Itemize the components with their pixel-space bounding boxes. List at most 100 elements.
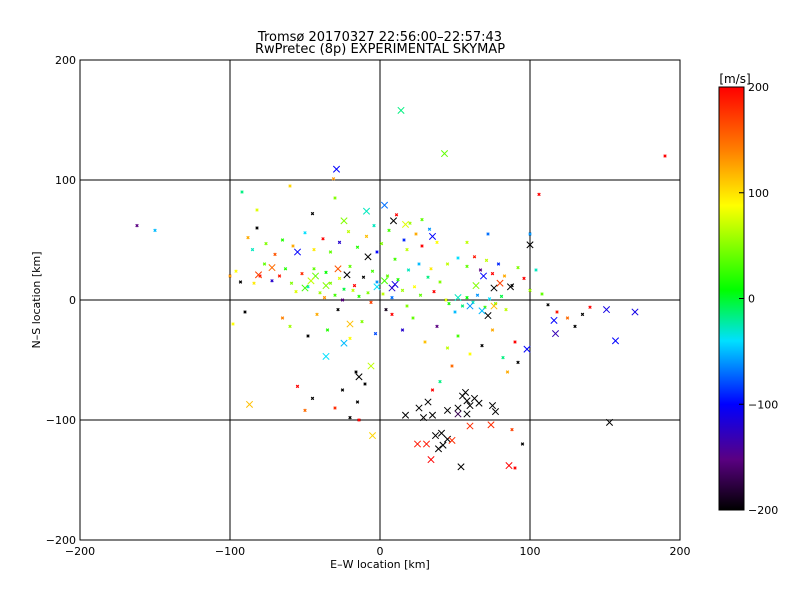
data-point-small — [270, 279, 274, 283]
data-point-large — [343, 271, 351, 279]
data-point-small — [328, 281, 333, 285]
data-point-large — [466, 422, 474, 430]
x-tick-label: 100 — [520, 545, 541, 558]
data-point-small — [520, 442, 525, 446]
data-point-small — [453, 310, 457, 314]
data-point-small — [528, 232, 532, 236]
data-point-small — [252, 281, 256, 285]
data-point-large — [362, 207, 371, 215]
axis-ticks: −200 −100 0 100 200 −200 −100 0 100 200 — [46, 54, 691, 558]
data-point-small — [400, 328, 405, 332]
data-point-small — [516, 265, 520, 270]
data-point-large — [401, 220, 410, 228]
data-point-small — [351, 288, 355, 293]
data-point-small — [348, 264, 352, 269]
data-point-small — [573, 324, 577, 329]
data-point-small — [306, 334, 310, 338]
data-point-small — [417, 262, 421, 266]
data-point-large — [431, 432, 440, 440]
data-point-small — [312, 267, 316, 271]
data-point-large — [434, 445, 443, 453]
data-point-small — [321, 237, 325, 241]
colorbar-tick-label: 0 — [748, 293, 755, 306]
data-point-large — [268, 264, 276, 272]
x-tick-label: −200 — [65, 545, 95, 558]
data-point-large — [293, 248, 302, 256]
data-point-small — [465, 240, 469, 245]
data-point-large — [523, 345, 531, 353]
data-point-large — [322, 282, 330, 290]
data-point-small — [406, 268, 411, 272]
data-point-small — [444, 298, 448, 302]
data-point-large — [472, 282, 480, 290]
data-point-small — [472, 255, 477, 259]
data-points — [135, 106, 667, 471]
data-point-small — [381, 292, 385, 296]
data-point-large — [364, 253, 372, 261]
data-point-small — [513, 340, 517, 344]
grid-lines — [80, 60, 680, 540]
data-point-large — [355, 373, 363, 381]
chart-title-line2: RwPretec (8p) EXPERIMENTAL SKYMAP — [255, 42, 505, 57]
data-point-small — [336, 307, 340, 312]
data-point-large — [367, 362, 375, 370]
data-point-small — [348, 415, 352, 420]
data-point-small — [588, 305, 592, 309]
data-point-small — [496, 262, 501, 266]
data-point-small — [273, 252, 277, 257]
data-point-large — [478, 307, 486, 315]
data-point-large — [463, 397, 471, 405]
data-point-small — [361, 275, 366, 279]
data-point-small — [324, 270, 328, 275]
data-point-small — [432, 289, 436, 294]
data-point-large — [332, 165, 341, 173]
data-point-small — [322, 295, 327, 300]
data-point-large — [424, 398, 432, 406]
data-point-small — [364, 234, 369, 239]
data-point-large — [340, 339, 348, 347]
data-point-small — [346, 229, 351, 234]
data-point-small — [663, 154, 667, 158]
data-point-small — [394, 213, 399, 217]
data-point-small — [363, 382, 367, 386]
data-point-small — [505, 370, 510, 374]
data-point-small — [337, 276, 342, 281]
y-tick-label: −100 — [46, 414, 76, 427]
data-point-small — [486, 232, 490, 236]
data-point-small — [355, 245, 360, 249]
data-point-small — [355, 400, 360, 404]
data-point-large — [380, 277, 389, 285]
data-point-small — [255, 226, 259, 230]
data-point-small — [427, 227, 432, 231]
data-point-small — [277, 274, 282, 278]
data-point-small — [411, 316, 415, 320]
data-point-large — [526, 241, 534, 249]
data-point-large — [461, 388, 470, 396]
data-point-small — [438, 379, 442, 384]
data-point-small — [438, 280, 442, 284]
data-point-small — [354, 370, 358, 374]
data-point-large — [443, 435, 452, 443]
data-point-small — [262, 262, 267, 266]
colorbar-label: [m/s] — [719, 72, 750, 86]
data-point-small — [264, 241, 268, 246]
data-point-small — [540, 292, 544, 296]
data-point-small — [303, 231, 307, 235]
data-point-small — [238, 280, 243, 284]
data-point-small — [465, 295, 469, 300]
data-point-small — [456, 256, 460, 260]
data-point-small — [534, 268, 538, 272]
data-point-small — [418, 293, 423, 297]
data-point-small — [340, 298, 345, 302]
data-point-large — [334, 265, 342, 273]
data-point-large — [448, 436, 456, 444]
data-point-small — [537, 192, 541, 197]
data-point-small — [234, 269, 238, 273]
data-point-large — [439, 441, 447, 449]
data-point-large — [427, 456, 435, 464]
data-point-small — [369, 300, 373, 305]
data-point-small — [408, 221, 412, 225]
x-tick-label: −100 — [215, 545, 245, 558]
colorbar-tick-label: −200 — [748, 504, 778, 517]
